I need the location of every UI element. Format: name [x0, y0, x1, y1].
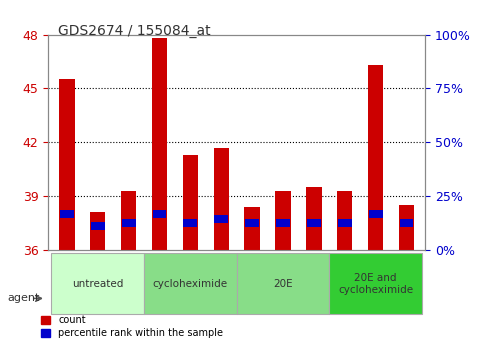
Text: 20E: 20E [273, 279, 293, 289]
Legend: count, percentile rank within the sample: count, percentile rank within the sample [39, 313, 225, 340]
Bar [59, 79, 74, 250]
Bar [214, 215, 228, 223]
FancyBboxPatch shape [51, 254, 144, 314]
FancyBboxPatch shape [329, 254, 422, 314]
Bar [399, 219, 413, 227]
Bar [245, 219, 259, 227]
Text: 20E and
cycloheximide: 20E and cycloheximide [338, 273, 413, 295]
Bar [184, 219, 197, 227]
Bar [183, 155, 198, 250]
Bar [368, 65, 384, 250]
Bar [369, 210, 383, 218]
Bar [153, 210, 167, 218]
Bar [122, 219, 136, 227]
Text: agent: agent [7, 294, 40, 303]
Bar [213, 148, 229, 250]
Bar [244, 207, 260, 250]
Bar [338, 219, 352, 227]
FancyBboxPatch shape [144, 254, 237, 314]
Bar [91, 222, 105, 230]
Bar [275, 191, 291, 250]
FancyBboxPatch shape [237, 254, 329, 314]
Bar [60, 210, 74, 218]
Bar [337, 191, 353, 250]
Bar [90, 212, 105, 250]
Text: cycloheximide: cycloheximide [153, 279, 228, 289]
Text: GDS2674 / 155084_at: GDS2674 / 155084_at [58, 24, 211, 38]
Bar [121, 191, 136, 250]
Bar [306, 187, 322, 250]
Bar [307, 219, 321, 227]
Bar [399, 205, 414, 250]
Bar [276, 219, 290, 227]
Bar [152, 38, 167, 250]
Text: untreated: untreated [72, 279, 123, 289]
